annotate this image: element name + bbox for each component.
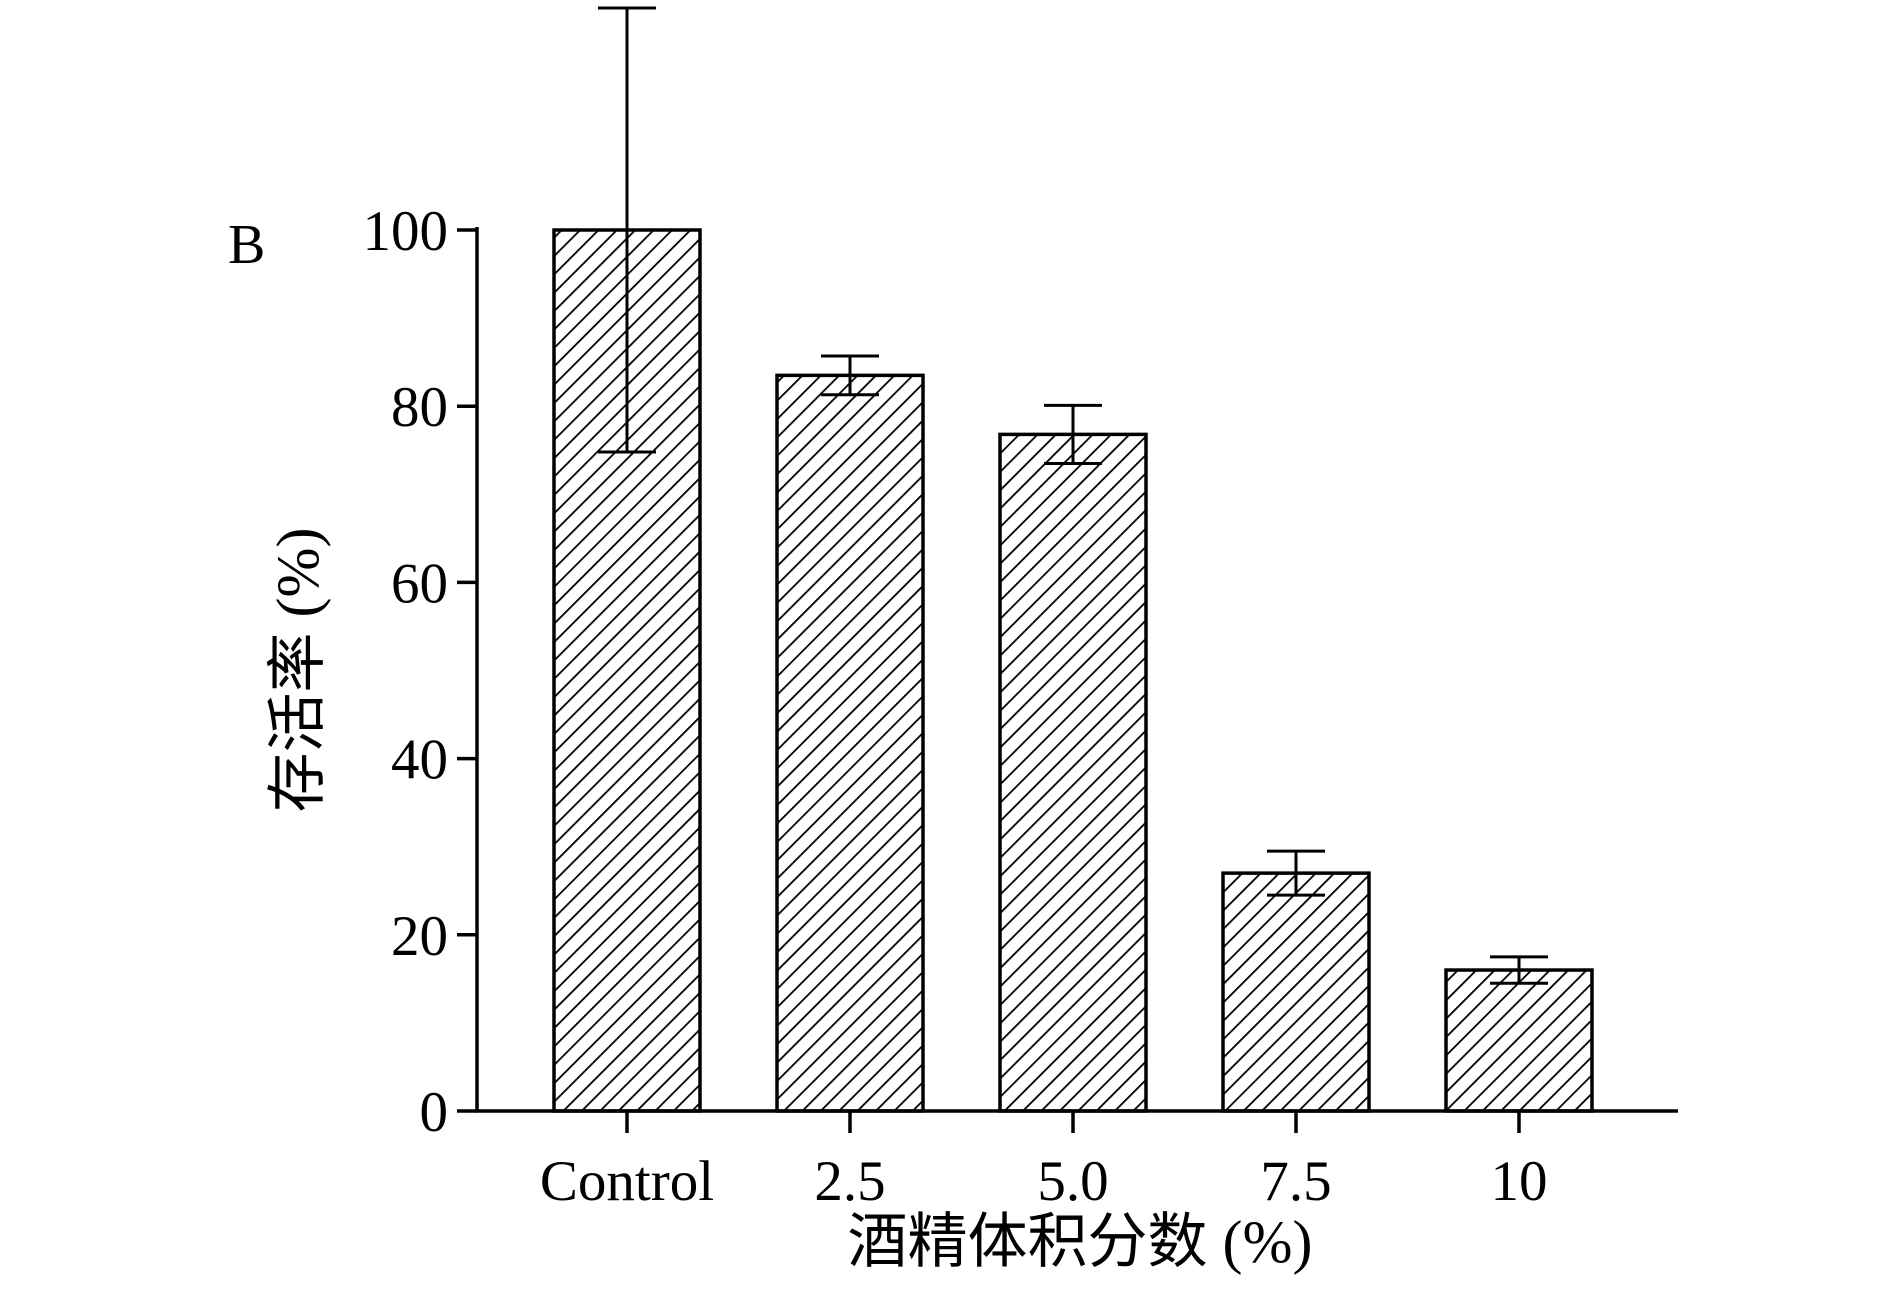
x-axis-title: 酒精体积分数 (%) xyxy=(848,1209,1313,1275)
y-tick-label: 60 xyxy=(391,552,448,615)
x-tick-label: 10 xyxy=(1491,1150,1548,1213)
x-tick-label: 5.0 xyxy=(1037,1150,1108,1213)
bar-7-5 xyxy=(1221,871,1371,1113)
bar-2-5 xyxy=(775,373,925,1113)
y-tick-label: 20 xyxy=(391,905,448,968)
x-tick-label: 7.5 xyxy=(1260,1150,1331,1213)
bar-10 xyxy=(1444,968,1594,1113)
y-axis: 0 20 40 60 80 100 xyxy=(363,200,479,1144)
y-tick-label: 80 xyxy=(391,376,448,439)
panel-label: B xyxy=(228,214,265,276)
y-tick-label: 0 xyxy=(420,1081,449,1144)
x-tick-label: 2.5 xyxy=(814,1150,885,1213)
y-tick-label: 40 xyxy=(391,729,448,792)
error-bars-group xyxy=(598,6,1548,985)
bar-5-0 xyxy=(998,432,1148,1113)
y-axis-title: 存活率 (%) xyxy=(265,528,331,813)
bars-group xyxy=(552,228,1594,1113)
x-axis: Control 2.5 5.0 7.5 10 xyxy=(475,1109,1678,1213)
x-tick-label: Control xyxy=(540,1150,714,1213)
y-tick-label: 100 xyxy=(363,200,449,263)
